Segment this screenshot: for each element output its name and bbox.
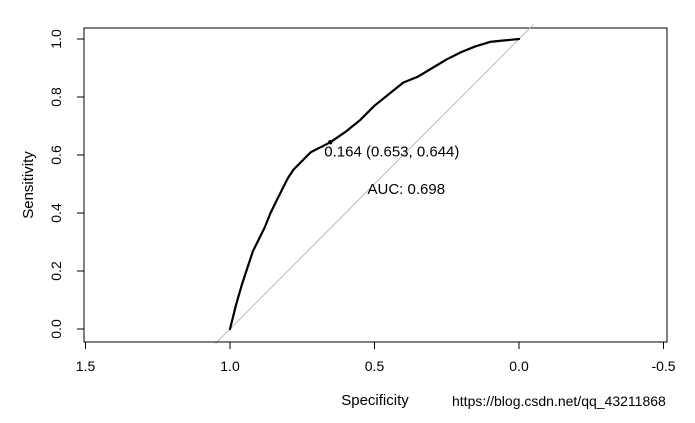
reference-line xyxy=(215,24,534,344)
y-tick-label: 0.4 xyxy=(48,203,64,223)
y-tick-label: 0.0 xyxy=(48,319,64,339)
roc-series-line-0 xyxy=(228,37,521,331)
x-axis-title: Specificity xyxy=(341,392,409,409)
auc-annotation: AUC: 0.698 xyxy=(368,181,446,198)
y-tick-label: 0.6 xyxy=(48,145,64,165)
y-axis-title: Sensitivity xyxy=(20,151,37,219)
reference-diagonal xyxy=(215,24,534,344)
annotations: 0.164 (0.653, 0.644) AUC: 0.698 xyxy=(324,143,459,198)
y-tick-label: 0.8 xyxy=(48,87,64,107)
x-tick-label: 1.0 xyxy=(220,358,240,374)
x-tick-label: 0.5 xyxy=(365,358,385,374)
roc-curve xyxy=(228,37,521,331)
y-tick-label: 1.0 xyxy=(48,29,64,49)
x-tick-label: -0.5 xyxy=(651,358,675,374)
x-tick-label: 1.5 xyxy=(76,358,96,374)
y-axis: 0.0 0.2 0.4 0.6 0.8 1.0 xyxy=(48,29,85,339)
x-axis: 1.5 1.0 0.5 0.0 -0.5 xyxy=(76,341,676,374)
watermark-text: https://blog.csdn.net/qq_43211868 xyxy=(452,393,666,409)
threshold-point xyxy=(328,140,333,145)
y-tick-label: 0.2 xyxy=(48,261,64,281)
threshold-annotation: 0.164 (0.653, 0.644) xyxy=(324,143,459,160)
x-tick-label: 0.0 xyxy=(509,358,529,374)
